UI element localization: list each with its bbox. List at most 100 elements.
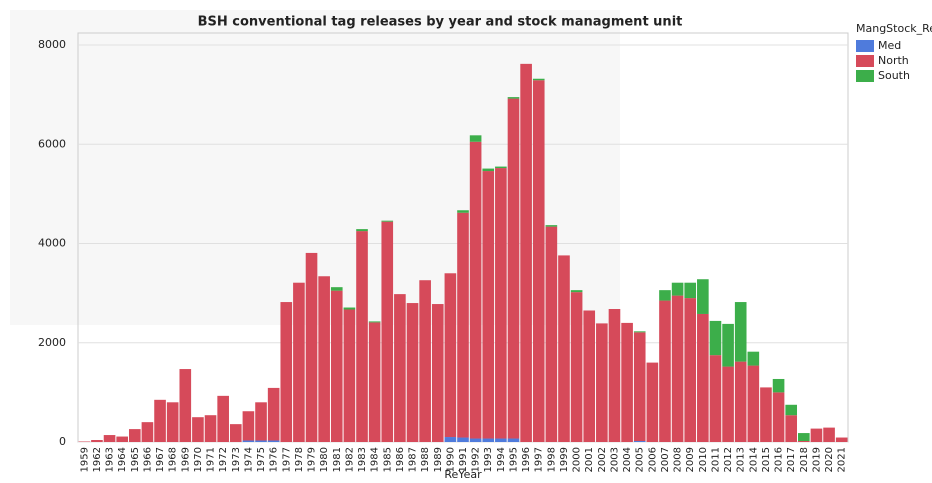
bar-segment [381,220,394,222]
x-tick-label: 1988 [420,447,431,472]
bar-segment [330,290,343,442]
bar-segment [318,276,330,442]
bar-segment [671,282,684,296]
x-tick-label: 1970 [193,447,204,472]
bar-segment [495,438,507,442]
x-tick-label: 2009 [685,447,696,472]
bar-segment [444,273,457,438]
bar-segment [532,78,545,81]
bar-segment [798,433,810,442]
bar-segment [204,415,217,442]
bar-segment [709,355,722,442]
x-tick-label: 2019 [811,447,822,472]
x-tick-label: 1959 [79,447,90,472]
bar-segment [482,171,495,439]
x-tick-label: 1983 [357,447,368,472]
bar-segment [356,231,368,442]
x-tick-label: 1984 [370,447,381,472]
bar-segment [482,168,495,172]
bar-segment [697,313,709,442]
x-tick-label: 2002 [597,447,608,472]
bar-segment [583,310,596,442]
bar-segment [697,279,709,314]
y-tick-label: 0 [59,435,66,448]
legend-label: South [878,69,910,82]
x-tick-label: 2020 [824,447,835,472]
x-tick-label: 2017 [786,447,797,472]
chart-title: BSH conventional tag releases by year an… [198,15,683,30]
x-tick-label: 2014 [748,447,759,472]
x-tick-label: 1964 [117,447,128,472]
bar-segment [684,282,697,299]
x-tick-label: 2016 [774,447,785,472]
bar-segment [507,438,520,442]
bar-segment [785,404,798,416]
bar-segment [192,417,204,442]
bar-segment [444,437,457,442]
x-tick-label: 1990 [445,447,456,472]
x-tick-label: 1975 [256,447,267,472]
x-tick-label: 1973 [231,447,242,472]
bar-segment [785,415,798,442]
bar-segment [570,290,583,293]
x-tick-label: 1978 [294,447,305,472]
y-tick-label: 2000 [38,336,66,349]
bar-segment [760,387,772,442]
y-tick-label: 6000 [38,137,66,150]
bar-segment [734,361,747,442]
x-tick-label: 1993 [483,447,494,472]
legend-title: MangStock_Re [856,22,932,35]
x-tick-label: 2001 [584,447,595,472]
x-tick-label: 2011 [710,447,721,472]
bar-segment [91,440,103,442]
bar-segment [368,322,381,442]
bar-segment [646,362,659,442]
bar-segment [532,80,545,442]
x-tick-label: 1969 [180,447,191,472]
bar-segment [810,428,823,442]
x-tick-label: 1996 [521,447,532,472]
bar-segment [255,440,267,442]
bar-segment [343,309,356,442]
bar-segment [835,437,848,442]
bar-segment [495,166,507,169]
bar-segment [469,135,482,142]
bar-segment [659,300,671,442]
bar-segment [368,321,381,323]
x-tick-label: 1968 [168,447,179,472]
y-tick-label: 4000 [38,237,66,250]
bar-segment [482,438,495,442]
x-tick-label: 1966 [142,447,153,472]
bar-segment [242,411,255,441]
x-tick-label: 1974 [243,447,254,472]
bar-segment [293,282,305,442]
bar-segment [141,422,154,442]
x-tick-label: 2013 [736,447,747,472]
x-tick-label: 2004 [622,447,633,472]
bar-segment [633,441,646,442]
bar-segment [671,295,684,442]
bar-segment [659,290,671,301]
bar-segment [381,221,394,442]
bar-segment [356,229,368,232]
x-tick-label: 1994 [496,447,507,472]
x-tick-label: 2008 [673,447,684,472]
bar-segment [419,280,431,442]
bar-segment [457,210,469,213]
bar-segment [570,292,583,442]
x-tick-label: 1971 [206,447,217,472]
y-tick-label: 8000 [38,38,66,51]
x-tick-label: 1967 [155,447,166,472]
bar-segment [280,302,293,442]
bar-segment [734,302,747,362]
x-tick-label: 1977 [281,447,292,472]
x-tick-label: 1991 [458,447,469,472]
x-tick-label: 1962 [92,447,103,472]
bar-segment [242,440,255,442]
bar-segment [457,437,469,442]
x-tick-label: 2012 [723,447,734,472]
x-tick-label: 2007 [660,447,671,472]
bar-segment [545,226,558,442]
legend-swatch [856,70,874,82]
x-tick-label: 2010 [698,447,709,472]
